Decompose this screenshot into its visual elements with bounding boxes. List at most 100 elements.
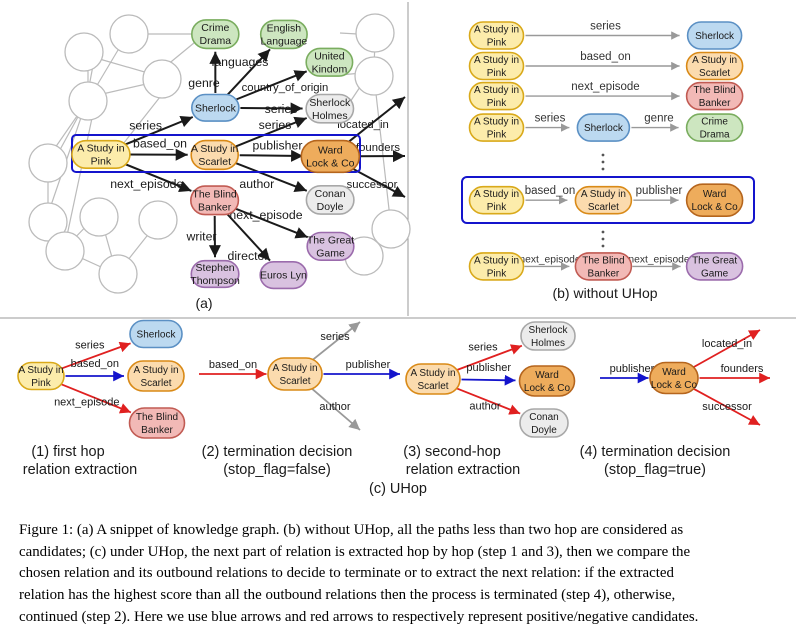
svg-text:author: author [319, 401, 351, 413]
svg-text:Sherlock: Sherlock [195, 102, 237, 114]
svg-text:series: series [75, 340, 105, 352]
svg-text:Scarlet: Scarlet [198, 156, 231, 168]
svg-text:Ward: Ward [318, 145, 343, 157]
svg-text:Scarlet: Scarlet [279, 376, 310, 387]
svg-text:Ward: Ward [662, 367, 686, 378]
svg-text:(stop_flag=false): (stop_flag=false) [223, 462, 331, 478]
svg-text:Pink: Pink [91, 156, 112, 168]
svg-text:A Study in: A Study in [474, 255, 519, 266]
svg-text:The Blind: The Blind [136, 412, 178, 423]
svg-text:relation extraction: relation extraction [23, 462, 137, 478]
svg-text:publisher: publisher [636, 185, 683, 197]
svg-text:writer: writer [185, 229, 216, 243]
svg-text:Pink: Pink [487, 68, 507, 79]
svg-text:Pink: Pink [487, 268, 507, 279]
svg-text:The Blind: The Blind [693, 85, 735, 96]
svg-text:A Study in: A Study in [474, 189, 519, 200]
svg-text:Game: Game [701, 268, 729, 279]
svg-text:publisher: publisher [253, 139, 303, 153]
svg-text:next_episode: next_episode [519, 254, 581, 265]
svg-text:next_episode: next_episode [628, 254, 690, 265]
svg-text:publisher: publisher [346, 359, 391, 371]
svg-text:Banker: Banker [588, 268, 620, 279]
svg-text:Sherlock: Sherlock [584, 123, 624, 134]
svg-text:Euros Lyn: Euros Lyn [260, 270, 307, 282]
svg-text:based_on: based_on [71, 358, 119, 370]
svg-text:Crime: Crime [201, 22, 229, 34]
svg-text:A Study in: A Study in [474, 55, 519, 66]
svg-text:(4) termination decision: (4) termination decision [580, 444, 731, 460]
svg-text:Kindom: Kindom [312, 63, 348, 75]
svg-text:Game: Game [316, 247, 345, 259]
svg-text:(stop_flag=true): (stop_flag=true) [604, 462, 706, 478]
svg-text:Pink: Pink [31, 378, 51, 389]
svg-text:Crime: Crime [701, 117, 728, 128]
svg-text:Scarlet: Scarlet [417, 381, 448, 392]
svg-text:Pink: Pink [487, 98, 507, 109]
svg-text:A Study in: A Study in [77, 143, 124, 155]
svg-text:Lock & Co: Lock & Co [692, 202, 739, 213]
svg-text:director: director [227, 249, 268, 263]
svg-text:(3) second-hop: (3) second-hop [403, 444, 501, 460]
svg-text:(1) first hop: (1) first hop [31, 444, 104, 460]
svg-text:Conan: Conan [529, 412, 558, 423]
svg-text:A Study in: A Study in [133, 365, 178, 376]
svg-text:Sherlock: Sherlock [695, 31, 735, 42]
svg-text:based_on: based_on [133, 137, 187, 151]
svg-text:A Study in: A Study in [581, 189, 626, 200]
svg-text:Scarlet: Scarlet [588, 202, 619, 213]
svg-text:A Study in: A Study in [692, 55, 737, 66]
svg-text:The Blind: The Blind [582, 255, 624, 266]
svg-text:Conan: Conan [315, 188, 346, 200]
svg-text:Pink: Pink [487, 130, 507, 141]
svg-text:Pink: Pink [487, 37, 507, 48]
svg-text:successor: successor [702, 401, 752, 413]
svg-text:Doyle: Doyle [317, 201, 344, 213]
svg-text:(a): (a) [195, 295, 212, 311]
svg-text:A Study in: A Study in [474, 117, 519, 128]
svg-text:The Great: The Great [307, 234, 354, 246]
svg-text:A Study in: A Study in [474, 24, 519, 35]
svg-text:Lock & Co: Lock & Co [651, 380, 698, 391]
svg-text:founders: founders [356, 142, 400, 154]
svg-text:Scarlet: Scarlet [140, 378, 171, 389]
svg-text:(b) without UHop: (b) without UHop [552, 285, 657, 301]
svg-text:genre: genre [188, 76, 220, 90]
svg-text:Scarlet: Scarlet [699, 68, 730, 79]
svg-text:founders: founders [721, 363, 764, 375]
svg-text:Lock & Co: Lock & Co [524, 383, 571, 394]
svg-text:Banker: Banker [699, 98, 731, 109]
svg-text:author: author [239, 177, 274, 191]
svg-text:next_episode: next_episode [229, 208, 302, 222]
svg-text:based_on: based_on [580, 51, 631, 63]
svg-text:relation extraction: relation extraction [406, 462, 520, 478]
svg-text:English: English [267, 23, 302, 35]
svg-text:publisher: publisher [610, 363, 655, 375]
svg-text:series: series [129, 118, 162, 132]
svg-text:Lock & Co: Lock & Co [306, 158, 355, 170]
svg-text:country_of_origin: country_of_origin [242, 82, 329, 94]
svg-text:Sherlock: Sherlock [137, 329, 177, 340]
svg-text:Sherlock: Sherlock [529, 325, 569, 336]
svg-text:publisher: publisher [466, 362, 511, 374]
svg-text:The Great: The Great [692, 255, 737, 266]
svg-text:Drama: Drama [700, 130, 730, 141]
svg-text:based_on: based_on [525, 185, 576, 197]
svg-text:series: series [535, 113, 566, 125]
svg-text:successor: successor [347, 179, 398, 191]
svg-text:languages: languages [212, 55, 269, 69]
svg-text:series: series [590, 21, 621, 33]
svg-text:Drama: Drama [200, 35, 232, 47]
svg-text:Thompson: Thompson [190, 275, 240, 287]
svg-text:A Study in: A Study in [18, 365, 63, 376]
svg-text:Stephen: Stephen [196, 262, 235, 274]
svg-text:next_episode: next_episode [54, 396, 119, 408]
svg-text:Ward: Ward [535, 370, 559, 381]
svg-text:next_episode: next_episode [110, 177, 183, 191]
svg-text:A Study in: A Study in [474, 85, 519, 96]
svg-text:Banker: Banker [141, 425, 173, 436]
svg-text:series: series [265, 102, 298, 116]
svg-text:Holmes: Holmes [312, 110, 348, 122]
svg-text:(2) termination decision: (2) termination decision [202, 444, 353, 460]
svg-text:(c) UHop: (c) UHop [369, 481, 427, 497]
